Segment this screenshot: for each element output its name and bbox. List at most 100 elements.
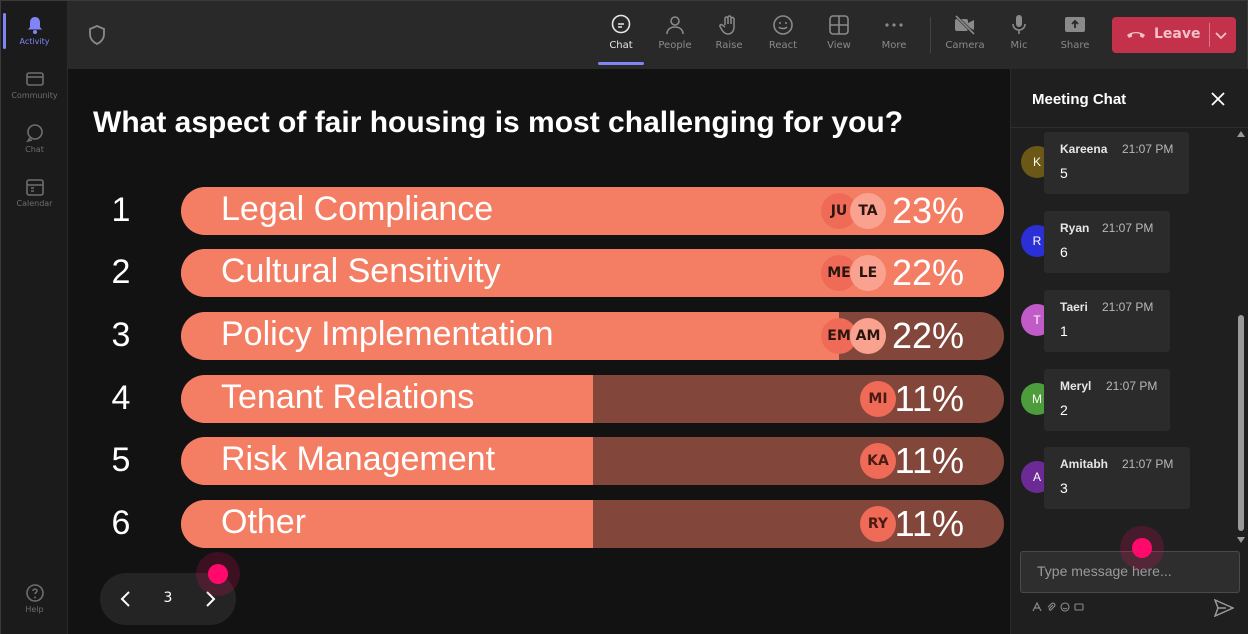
calendar-icon [25, 179, 44, 196]
rail-item-help[interactable]: Help [1, 573, 68, 627]
hang-up-icon [1127, 32, 1145, 38]
chat-message-text: 1 [1060, 323, 1068, 339]
scroll-up-icon[interactable] [1237, 131, 1245, 137]
poll-option-number: 1 [111, 191, 131, 229]
poll-result-fill [181, 500, 593, 548]
leave-divider [1209, 23, 1210, 47]
share-button[interactable]: Share [1052, 9, 1098, 63]
poll-result-bar: Other RY 11% [181, 500, 1004, 548]
app-rail: Activity Community Chat Calendar Help [1, 1, 68, 634]
chat-button-label: Chat [609, 40, 633, 51]
more-icon [885, 23, 903, 27]
chat-message-text: 2 [1060, 402, 1068, 418]
chat-message-sender: Taeri [1060, 300, 1088, 314]
poll-option-percent: 22% [891, 252, 964, 293]
toolbar-divider [930, 17, 931, 53]
community-icon [25, 72, 44, 86]
poll-option-number: 2 [111, 253, 131, 291]
chat-message-time: 21:07 PM [1106, 379, 1158, 393]
rail-item-activity[interactable]: Activity [1, 5, 68, 59]
grid-icon [829, 15, 849, 35]
more-button-label: More [881, 40, 907, 51]
close-icon[interactable] [1210, 91, 1226, 107]
more-button[interactable]: More [871, 9, 917, 63]
voter-avatar: LE [850, 255, 886, 291]
attach-icon[interactable] [1046, 602, 1056, 612]
rail-item-label: Community [11, 91, 58, 100]
poll-result-bar: Cultural Sensitivity ME LE 22% [181, 249, 1004, 297]
chat-avatar-initial: R [1032, 234, 1042, 248]
next-page-button[interactable] [198, 587, 222, 611]
scroll-thumb[interactable] [1238, 315, 1244, 531]
meeting-chat-panel: Meeting Chat K Kareena 21:07 PM 5 R Ryan 21:07… [1010, 69, 1248, 634]
previous-page-button[interactable] [114, 587, 138, 611]
chat-message-sender: Amitabh [1060, 457, 1108, 471]
view-button-label: View [827, 40, 851, 51]
scroll-down-icon[interactable] [1237, 537, 1245, 543]
send-icon[interactable] [1214, 599, 1234, 617]
leave-button[interactable]: Leave [1112, 17, 1236, 53]
chat-avatar-initial: A [1032, 470, 1041, 484]
raise-hand-button[interactable]: Raise [706, 9, 752, 63]
chat-message[interactable]: Taeri 21:07 PM 1 [1044, 290, 1170, 352]
camera-button[interactable]: Camera [942, 9, 988, 63]
chat-message-text: 5 [1060, 165, 1068, 181]
poll-option-percent: 11% [894, 503, 964, 544]
chat-title: Meeting Chat [1032, 91, 1127, 108]
rail-item-calendar[interactable]: Calendar [1, 167, 68, 221]
poll-option-row: 1 Legal Compliance JU TA 23% [68, 187, 1010, 235]
poll-option-row: 3 Policy Implementation EM AM 22% [68, 312, 1010, 360]
mic-button[interactable]: Mic [996, 9, 1042, 63]
react-button-label: React [768, 40, 798, 51]
chat-avatar-initial: M [1032, 392, 1042, 406]
shield-icon[interactable] [88, 25, 106, 45]
view-button[interactable]: View [816, 9, 862, 63]
chat-message-text: 3 [1060, 480, 1068, 496]
voter-avatar: AM [850, 318, 886, 354]
message-input[interactable]: Type message here... [1020, 551, 1240, 593]
poll-option-number: 6 [111, 504, 131, 542]
chat-button[interactable]: Chat [598, 9, 644, 65]
poll-option-label: Policy Implementation [221, 315, 554, 353]
voter-avatar: RY [860, 506, 896, 542]
react-button[interactable]: React [760, 9, 806, 63]
share-button-label: Share [1060, 40, 1090, 51]
meeting-toolbar: Chat People Raise React View More Camera [68, 1, 1247, 69]
chat-message[interactable]: Ryan 21:07 PM 6 [1044, 211, 1170, 273]
rail-item-chat[interactable]: Chat [1, 113, 68, 167]
poll-option-row: 2 Cultural Sensitivity ME LE 22% [68, 249, 1010, 297]
poll-option-percent: 23% [891, 190, 964, 231]
chat-message-time: 21:07 PM [1122, 457, 1174, 471]
poll-option-number: 4 [111, 379, 131, 417]
chat-message[interactable]: Meryl 21:07 PM 2 [1044, 369, 1170, 431]
poll-option-percent: 11% [894, 378, 964, 419]
emoji-icon[interactable] [1060, 602, 1070, 612]
chat-message[interactable]: Amitabh 21:07 PM 3 [1044, 447, 1190, 509]
chat-message[interactable]: Kareena 21:07 PM 5 [1044, 132, 1189, 194]
chevron-down-icon[interactable] [1214, 28, 1228, 42]
poll-result-bar: Policy Implementation EM AM 22% [181, 312, 1004, 360]
rail-item-label: Chat [25, 145, 44, 154]
hand-icon [719, 15, 735, 35]
chat-message-time: 21:07 PM [1102, 221, 1154, 235]
poll-question: What aspect of fair housing is most chal… [93, 106, 904, 139]
voter-avatar: MI [860, 381, 896, 417]
poll-option-label: Cultural Sensitivity [221, 252, 501, 290]
smiley-icon [773, 15, 793, 35]
raise-hand-button-label: Raise [715, 40, 743, 51]
format-icon[interactable] [1032, 602, 1042, 612]
chat-message-text: 6 [1060, 244, 1068, 260]
chat-message-time: 21:07 PM [1122, 142, 1174, 156]
voter-avatar: TA [850, 193, 886, 229]
bell-icon [27, 17, 42, 34]
people-button[interactable]: People [652, 9, 698, 63]
poll-option-number: 5 [111, 441, 131, 479]
gif-icon[interactable] [1074, 602, 1084, 612]
rail-item-community[interactable]: Community [1, 59, 68, 113]
chat-avatar-initial: K [1032, 155, 1041, 169]
chat-scrollbar[interactable] [1236, 131, 1246, 543]
pointer-indicator [208, 564, 228, 584]
poll-option-row: 5 Risk Management KA 11% [68, 437, 1010, 485]
poll-result-fill [181, 312, 840, 360]
